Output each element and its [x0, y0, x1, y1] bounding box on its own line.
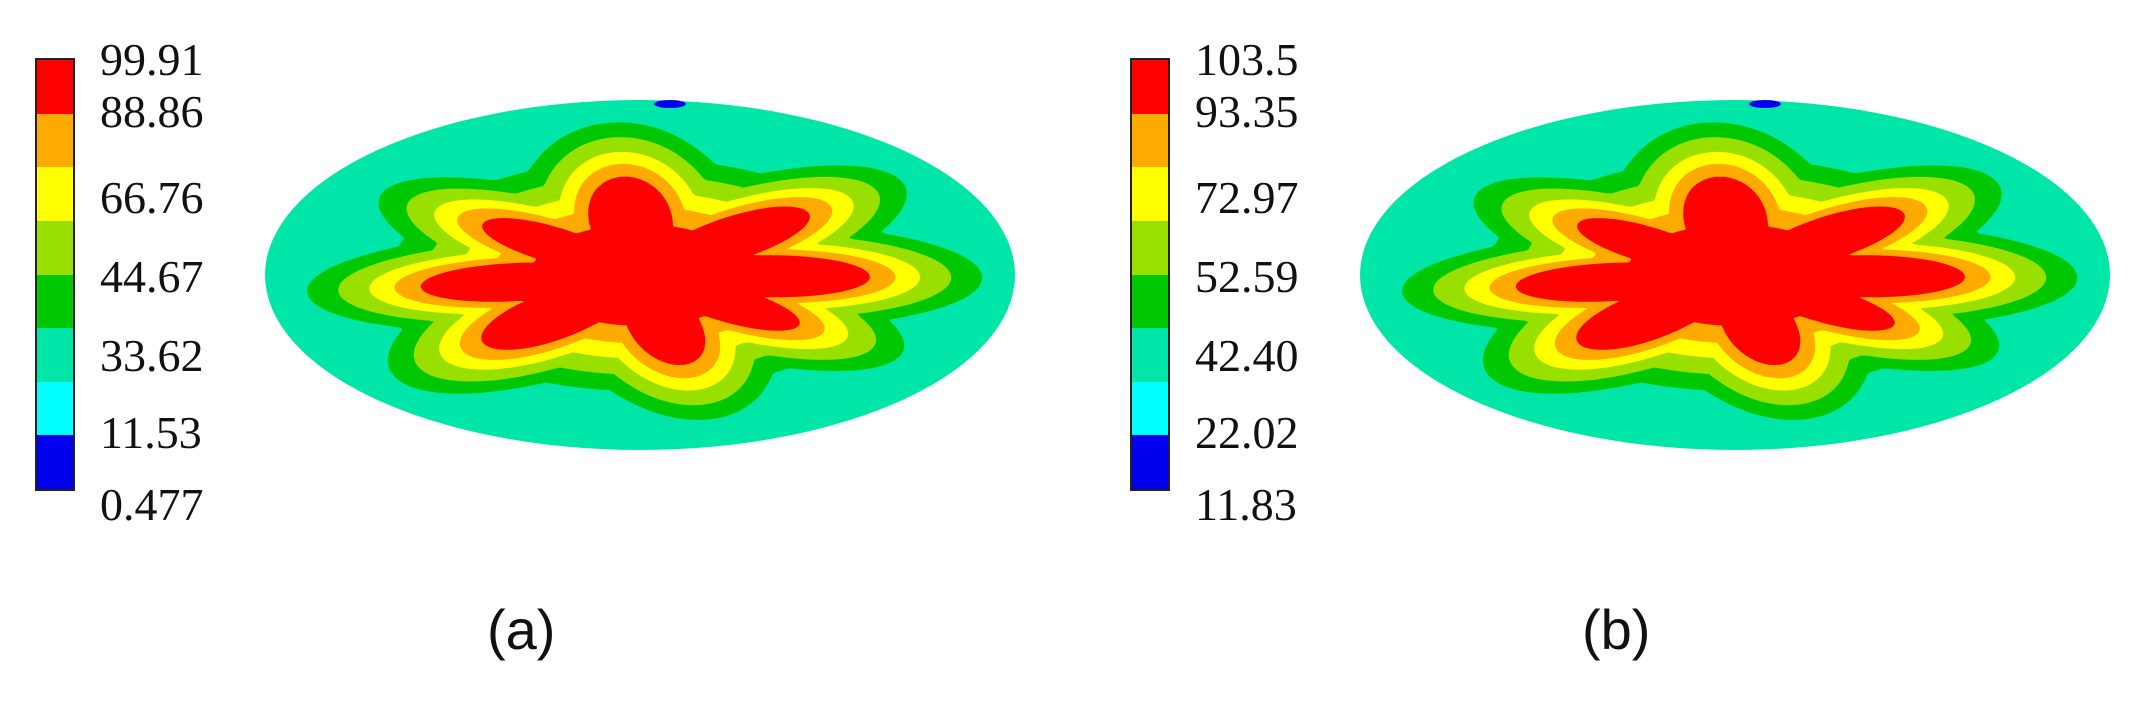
colorbar-tick: 72.97 — [1195, 172, 1299, 223]
contour-min-mark — [654, 100, 686, 108]
contour-plot — [1360, 100, 2110, 450]
colorbar-tick: 52.59 — [1195, 251, 1299, 302]
contour-band — [1515, 176, 1965, 365]
colorbar-tick: 66.76 — [100, 172, 204, 223]
colorbar-tick: 88.86 — [100, 86, 204, 137]
colorbar — [35, 58, 75, 491]
colorbar-tick: 11.53 — [100, 407, 202, 458]
panel-a: 99.91 88.86 66.76 44.67 33.62 11.53 0.47… — [35, 34, 1015, 661]
colorbar-tick: 93.35 — [1195, 86, 1299, 137]
colorbar-tick: 42.40 — [1195, 330, 1299, 381]
colorbar-ticks: 99.91 88.86 66.76 44.67 33.62 11.53 0.47… — [100, 34, 260, 528]
colorbar-tick: 44.67 — [100, 251, 204, 302]
caption: (a) — [487, 598, 556, 661]
colorbar — [1130, 58, 1170, 491]
caption: (b) — [1582, 598, 1651, 661]
colorbar-tick: 11.83 — [1195, 479, 1297, 530]
colorbar-tick: 22.02 — [1195, 407, 1299, 458]
colorbar-tick: 99.91 — [100, 34, 204, 85]
colorbar-tick: 33.62 — [100, 330, 204, 381]
contour-plot — [265, 100, 1015, 450]
contour-band — [420, 176, 870, 365]
colorbar-ticks: 103.5 93.35 72.97 52.59 42.40 22.02 11.8… — [1195, 34, 1355, 528]
contour-min-mark — [1749, 100, 1781, 108]
colorbar-tick: 103.5 — [1195, 34, 1299, 85]
panel-b: 103.5 93.35 72.97 52.59 42.40 22.02 11.8… — [1095, 0, 2150, 716]
colorbar-tick: 0.477 — [100, 479, 204, 530]
